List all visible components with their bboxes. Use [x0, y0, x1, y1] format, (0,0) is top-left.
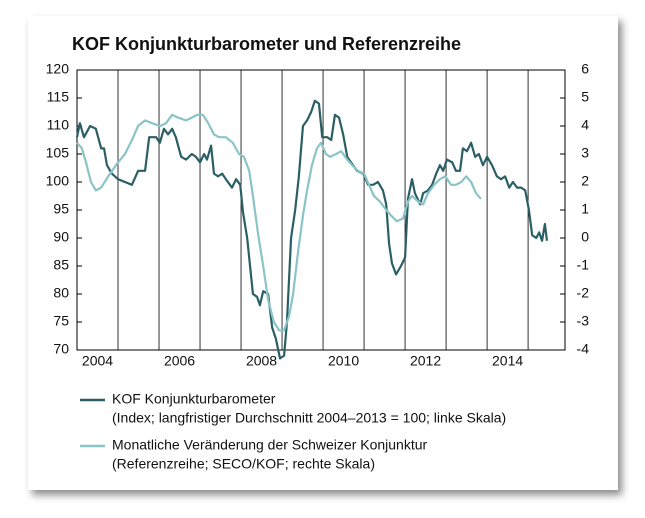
y-tick-label: 90 — [53, 229, 69, 245]
y2-tick-label: -4 — [577, 341, 590, 357]
y-tick-label: 115 — [47, 89, 70, 105]
y2-tick-label: 1 — [581, 201, 589, 217]
plot-frame — [76, 69, 566, 351]
y-tick-label: 95 — [53, 201, 69, 217]
y-tick-label: 85 — [53, 257, 69, 273]
series-line — [76, 113, 482, 332]
x-tick-label: 2010 — [328, 353, 359, 369]
y-tick-label: 70 — [53, 341, 69, 357]
x-tick-label: 2004 — [82, 353, 113, 369]
y2-tick-label: 4 — [581, 117, 589, 133]
legend-detail: (Index; langfristiger Durchschnitt 2004–… — [112, 410, 506, 426]
y-tick-label: 110 — [47, 117, 70, 133]
legend-label: KOF Konjunkturbarometer — [112, 391, 276, 407]
y-tick-label: 80 — [53, 285, 69, 301]
y2-tick-label: 0 — [581, 229, 589, 245]
y-tick-label: 120 — [46, 61, 70, 77]
chart-title: KOF Konjunkturbarometer und Referenzreih… — [72, 34, 461, 54]
y2-tick-label: 5 — [581, 89, 589, 105]
y2-tick-label: -1 — [577, 257, 590, 273]
y-tick-label: 105 — [46, 145, 70, 161]
x-tick-label: 2012 — [410, 353, 441, 369]
legend-detail: (Referenzreihe; SECO/KOF; rechte Skala) — [112, 456, 375, 472]
series-line — [75, 99, 549, 360]
y2-tick-label: -2 — [577, 285, 590, 301]
y2-tick-label: -3 — [577, 313, 590, 329]
y-tick-label: 100 — [46, 173, 70, 189]
y-tick-label: 75 — [53, 313, 69, 329]
legend-label: Monatliche Veränderung der Schweizer Kon… — [112, 437, 428, 453]
x-tick-label: 2008 — [246, 353, 277, 369]
y2-tick-label: 3 — [581, 145, 589, 161]
y2-tick-label: 6 — [581, 61, 589, 77]
y2-tick-label: 2 — [581, 173, 589, 189]
x-tick-label: 2014 — [492, 353, 523, 369]
x-tick-label: 2006 — [164, 353, 195, 369]
